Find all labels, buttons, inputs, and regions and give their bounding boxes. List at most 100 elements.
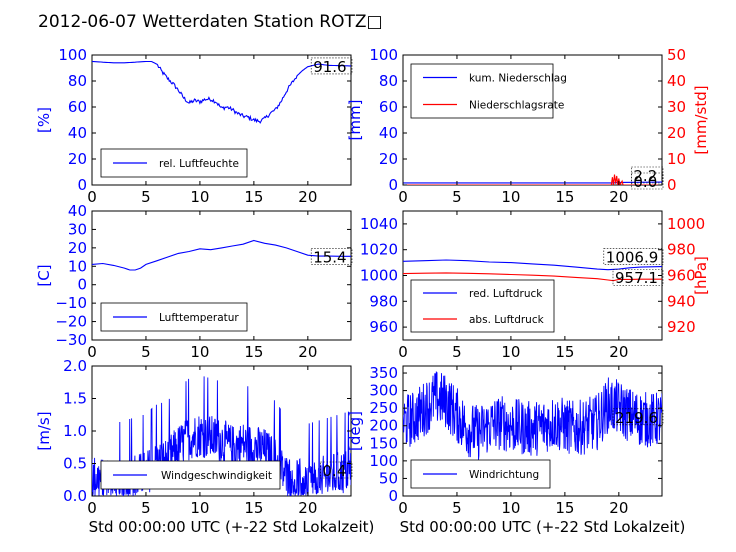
y-tick-label: 40	[68, 202, 87, 220]
annotation-value: 2.2	[633, 167, 657, 185]
y-tick-label: 20	[68, 239, 87, 257]
x-tick-label: 5	[452, 343, 462, 361]
legend-label: abs. Luftdruck	[469, 314, 545, 326]
y-tick-label: 300	[369, 382, 398, 400]
y-tick-label: 0	[388, 176, 398, 194]
y-axis-label: [m/s]	[35, 411, 53, 450]
x-tick-label: 15	[555, 188, 574, 206]
y2-tick-label: 30	[667, 98, 686, 116]
legend-label: Windrichtung	[469, 469, 539, 481]
y2-tick-label: 960	[667, 267, 696, 285]
y-tick-label: 80	[379, 72, 398, 90]
x-tick-label: 15	[555, 343, 574, 361]
x-tick-label: 10	[190, 188, 209, 206]
panel-pressure: 0 5 10 15 20 960 980 1000 1020 1040 920 940 960 980 10…	[360, 210, 710, 361]
y-tick-label: 960	[369, 318, 398, 336]
last-value-annotation: 15.4	[310, 248, 353, 266]
y2-tick-label: 50	[667, 46, 686, 64]
series-line-red-luftdruck	[403, 259, 662, 271]
y-tick-label: 100	[369, 452, 398, 470]
y-tick-label: 2.0	[63, 357, 87, 375]
y2-tick-label: 0	[667, 176, 677, 194]
y-tick-label: 0	[388, 487, 398, 505]
y-axis-label: [C]	[35, 264, 53, 286]
y-tick-label: −20	[55, 313, 87, 331]
y-tick-label: 30	[68, 220, 87, 238]
y-tick-label: 10	[68, 257, 87, 275]
last-value-annotation: 91.6	[310, 57, 353, 76]
y-tick-label: 200	[369, 417, 398, 435]
series-line-rel-luftfeuchte	[92, 60, 351, 124]
annotation-box	[310, 57, 353, 75]
y2-tick-label: 980	[667, 241, 696, 259]
y-tick-label: 20	[68, 150, 87, 168]
annotation-box	[631, 172, 664, 190]
annotation-box	[612, 268, 664, 286]
legend-label: Niederschlagsrate	[469, 100, 564, 112]
y-tick-label: 100	[58, 46, 87, 64]
y-tick-label: 1040	[360, 215, 398, 233]
last-value-annotation: 0.4	[320, 461, 353, 480]
x-tick-label: 15	[555, 499, 574, 517]
annotation-box	[603, 248, 664, 265]
panel-temperature: 0 5 10 15 20−30−20−10010203040[C]Lufttempera…	[35, 202, 353, 361]
series-line-windrichtung	[403, 371, 662, 460]
x-axis-label: Std 00:00:00 UTC (+-22 Std Lokalzeit)	[89, 518, 375, 536]
series-line-niederschlagsrate	[403, 174, 662, 185]
y-axis-label: [mm]	[346, 100, 364, 141]
x-tick-label: 20	[298, 188, 317, 206]
x-tick-label: 10	[501, 343, 520, 361]
x-axis-label: Std 00:00:00 UTC (+-22 Std Lokalzeit)	[400, 518, 686, 536]
y-axis-label: [%]	[35, 107, 53, 133]
y-tick-label: 20	[379, 150, 398, 168]
y2-tick-label: 940	[667, 292, 696, 310]
x-tick-label: 15	[244, 188, 263, 206]
legend: Lufttemperatur	[100, 302, 248, 332]
legend-label: Lufttemperatur	[159, 312, 239, 324]
x-tick-label: 0	[398, 499, 408, 517]
annotation-value: 91.6	[313, 58, 346, 76]
annotation-value: 1006.9	[606, 249, 659, 267]
x-tick-label: 5	[452, 188, 462, 206]
y-tick-label: 1000	[360, 267, 398, 285]
y2-axis-label: [mm/std]	[692, 85, 710, 154]
annotation-value: 957.1	[615, 269, 658, 287]
y-tick-label: 0.0	[63, 487, 87, 505]
y-tick-label: 150	[369, 434, 398, 452]
y-tick-label: −10	[55, 294, 87, 312]
x-tick-label: 5	[141, 343, 151, 361]
y-tick-label: 250	[369, 399, 398, 417]
last-value-annotation: 219.6	[612, 408, 664, 427]
y-tick-label: 1020	[360, 241, 398, 259]
legend-label: kum. Niederschlag	[469, 73, 567, 85]
y-tick-label: 1.0	[63, 422, 87, 440]
y-tick-label: 40	[68, 124, 87, 142]
y2-tick-label: 10	[667, 150, 686, 168]
x-tick-label: 20	[609, 343, 628, 361]
y-tick-label: 0.5	[63, 455, 87, 473]
figure-title: 2012-06-07 Wetterdaten Station ROTZ□	[38, 12, 383, 32]
x-tick-label: 10	[190, 499, 209, 517]
annotation-value: 15.4	[313, 248, 346, 266]
last-value-annotation: 957.1	[612, 268, 664, 287]
x-tick-label: 5	[452, 499, 462, 517]
x-tick-label: 15	[244, 343, 263, 361]
legend: Windrichtung	[410, 459, 551, 489]
x-tick-label: 0	[87, 188, 97, 206]
x-tick-label: 5	[141, 499, 151, 517]
x-tick-label: 20	[609, 188, 628, 206]
y-tick-label: 60	[68, 98, 87, 116]
y-tick-label: 100	[369, 46, 398, 64]
legend-label: rel. Luftfeuchte	[159, 158, 239, 170]
panel-rain: 0 5 10 15 20 0 20 40 60 80 100 0 10 20 30 40 50 [mm/std] […	[346, 46, 710, 206]
x-tick-label: 0	[398, 188, 408, 206]
panel-windspeed: 0 5 10 15 20 0.0 0.5 1.0 1.5 2.0 [m/s] Std 00:00:00…	[35, 357, 374, 536]
y-tick-label: 80	[68, 72, 87, 90]
y-tick-label: 60	[379, 98, 398, 116]
y2-axis-label: [hPa]	[692, 256, 710, 295]
legend: red. Luftdruck abs. Luftdruck	[410, 279, 555, 333]
x-tick-label: 10	[501, 188, 520, 206]
x-tick-label: 0	[87, 499, 97, 517]
last-value-annotation: 1006.9	[603, 248, 664, 267]
